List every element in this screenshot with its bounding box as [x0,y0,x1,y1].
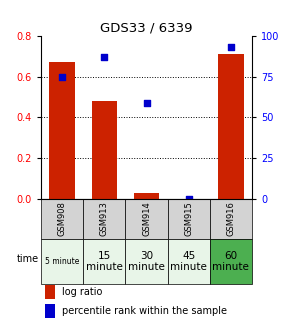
Bar [125,198,168,239]
Text: 30
minute: 30 minute [128,251,165,272]
Bar [168,239,210,284]
Text: 45
minute: 45 minute [170,251,207,272]
Bar [45,304,55,318]
Point [186,196,191,201]
Text: 15
minute: 15 minute [86,251,123,272]
Text: GSM915: GSM915 [184,201,193,236]
Title: GDS33 / 6339: GDS33 / 6339 [100,22,193,35]
Text: GSM913: GSM913 [100,201,109,236]
Point [229,45,233,50]
Bar [45,285,55,299]
Bar [50,62,75,198]
Text: percentile rank within the sample: percentile rank within the sample [62,306,227,316]
Bar [83,239,125,284]
Bar [210,198,252,239]
Bar [41,239,83,284]
Bar [125,239,168,284]
Text: time: time [17,254,39,264]
Bar [218,54,243,198]
Point [60,74,64,79]
Bar [83,198,125,239]
Text: GSM916: GSM916 [226,201,235,236]
Point [144,100,149,105]
Text: GSM914: GSM914 [142,201,151,236]
Text: 60
minute: 60 minute [212,251,249,272]
Point [102,55,107,60]
Bar [168,198,210,239]
Bar [41,198,83,239]
Bar [134,194,159,198]
Text: log ratio: log ratio [62,287,103,297]
Text: 5 minute: 5 minute [45,257,79,266]
Bar [210,239,252,284]
Text: GSM908: GSM908 [58,201,67,236]
Bar [92,101,117,198]
